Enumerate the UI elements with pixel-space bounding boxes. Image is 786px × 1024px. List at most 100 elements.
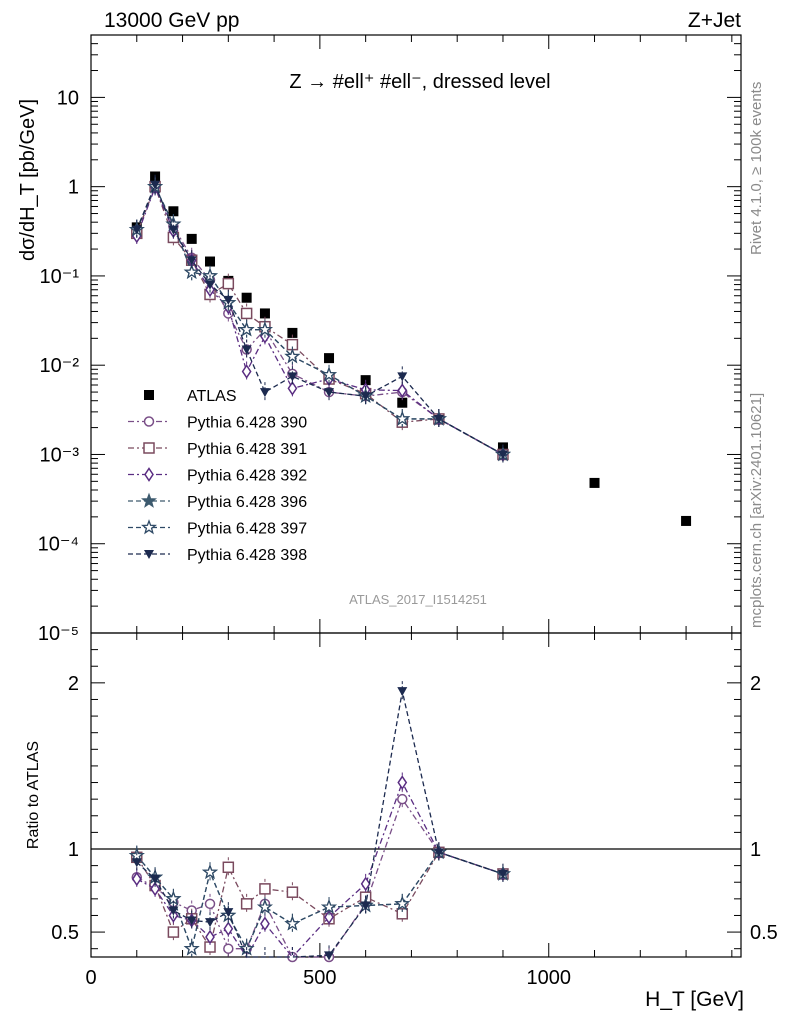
ratio-point-p397 (394, 895, 411, 911)
analysis-watermark: ATLAS_2017_I1514251 (349, 592, 487, 607)
ratio-panel: 0 500 1000 0.5 0.5 1 1 2 2 (51, 632, 778, 989)
main-line-p392 (136, 185, 504, 456)
main-point-p398 (150, 180, 161, 190)
main-point-p397 (284, 348, 301, 364)
ratio-line-p392 (136, 780, 504, 959)
ratio-y-tick-label-right: 1 (750, 839, 761, 861)
ratio-point-p398 (397, 687, 408, 697)
ratio-point-p392 (223, 921, 234, 937)
ratio-point-p391 (286, 886, 299, 898)
ratio-point-p397 (320, 898, 337, 914)
ratio-plot-frame (90, 632, 742, 958)
x-tick-label: 500 (303, 967, 336, 989)
main-point-p398 (259, 388, 270, 398)
legend-marker-p396 (141, 492, 157, 508)
legend-entry-p390: Pythia 6.428 390 (187, 415, 307, 432)
ratio-point-p398 (324, 951, 335, 961)
main-point-p398 (433, 414, 444, 424)
ratio-y-tick-label: 1 (68, 839, 79, 861)
y-tick-label: 10⁻¹ (40, 266, 80, 288)
analysis-label: Z+Jet (688, 9, 741, 32)
main-point-ATLAS (241, 292, 252, 303)
main-point-p397 (183, 263, 200, 280)
process-label: Z → #ell⁺ #ell⁻, dressed level (289, 71, 550, 93)
ratio-point-p398 (223, 908, 234, 918)
main-point-p398 (131, 225, 142, 235)
ratio-point-p398 (360, 901, 371, 911)
main-point-p392 (397, 383, 408, 398)
ratio-point-p398 (205, 918, 216, 928)
main-point-p397 (238, 321, 255, 337)
main-point-p398 (497, 450, 508, 460)
main-point-p398 (168, 225, 179, 235)
main-point-p391 (240, 307, 253, 320)
ratio-y-tick-label-right: 2 (750, 673, 761, 695)
ratio-point-p397 (284, 915, 301, 931)
main-point-ATLAS (397, 397, 408, 408)
mcplots-label: mcplots.cern.ch [arXiv:2401.10621] (748, 393, 765, 628)
ratio-point-p390 (397, 793, 408, 805)
ratio-point-p398 (150, 874, 161, 884)
ratio-point-p397 (202, 863, 218, 879)
ratio-line-p391 (136, 851, 504, 949)
y-tick-label: 10⁻⁵ (38, 623, 79, 645)
main-point-p398 (360, 392, 371, 402)
ratio-y-tick-label-right: 0.5 (750, 922, 778, 944)
y-tick-label: 10⁻² (40, 355, 80, 377)
main-panel: 10 1 10⁻¹ 10⁻² 10⁻³ 10⁻⁴ 10⁻⁵ (38, 34, 742, 645)
main-point-p392 (241, 364, 252, 379)
main-line-p397 (136, 185, 504, 456)
legend-entry-p396: Pythia 6.428 396 (187, 494, 307, 511)
ratio-y-tick-label: 0.5 (51, 922, 79, 944)
y-tick-label: 10⁻³ (40, 444, 80, 466)
legend-marker-p397 (141, 519, 157, 535)
main-point-ATLAS (324, 353, 335, 364)
ratio-point-p398 (186, 916, 197, 926)
ratio-point-p392 (324, 909, 334, 925)
legend-marker-ATLAS (144, 390, 154, 400)
ratio-point-p398 (497, 869, 508, 879)
rivet-version-label: Rivet 4.1.0, ≥ 100k events (748, 82, 765, 255)
ratio-point-p391 (396, 908, 409, 920)
ratio-line-p398 (136, 691, 504, 958)
x-tick-label: 0 (85, 967, 96, 989)
ratio-point-p392 (260, 916, 270, 932)
ratio-point-p398 (168, 906, 179, 916)
ratio-y-axis-label: Ratio to ATLAS (25, 741, 42, 849)
ratio-point-p391 (222, 861, 235, 874)
legend-marker-p391 (143, 442, 155, 454)
y-tick-label: 10⁻⁴ (38, 534, 79, 556)
ratio-point-p390 (223, 943, 234, 954)
legend-entry-p397: Pythia 6.428 397 (187, 521, 307, 538)
main-point-p397 (394, 410, 411, 426)
legend-entry-ATLAS: ATLAS (187, 388, 237, 405)
legend-marker-p398 (144, 550, 154, 559)
main-point-ATLAS (681, 515, 692, 526)
main-point-ATLAS (287, 327, 298, 338)
ratio-point-p392 (131, 871, 142, 887)
y-tick-label: 10 (57, 87, 79, 109)
legend-marker-p390 (143, 416, 155, 427)
main-plot-frame (90, 34, 742, 634)
main-point-ATLAS (589, 477, 600, 488)
ratio-point-p391 (240, 898, 253, 910)
main-point-p398 (205, 280, 216, 290)
main-point-p397 (321, 366, 337, 382)
main-point-p392 (287, 381, 298, 396)
main-point-p398 (397, 372, 408, 382)
ratio-point-p391 (259, 883, 271, 895)
legend-marker-p392 (144, 467, 154, 482)
legend-entry-p392: Pythia 6.428 392 (187, 468, 307, 485)
main-y-axis-label: dσ/dH_T [pb/GeV] (17, 99, 39, 261)
main-point-p397 (257, 321, 273, 337)
main-point-ATLAS (259, 308, 270, 319)
x-tick-label: 1000 (526, 967, 571, 989)
collision-energy-label: 13000 GeV pp (104, 9, 239, 32)
main-point-p398 (186, 256, 197, 266)
ratio-point-p398 (433, 848, 444, 858)
y-tick-label: 1 (68, 177, 79, 199)
ratio-point-p398 (131, 858, 142, 868)
main-point-ATLAS (168, 206, 179, 217)
main-point-p398 (287, 372, 298, 382)
ratio-point-p397 (183, 940, 200, 956)
